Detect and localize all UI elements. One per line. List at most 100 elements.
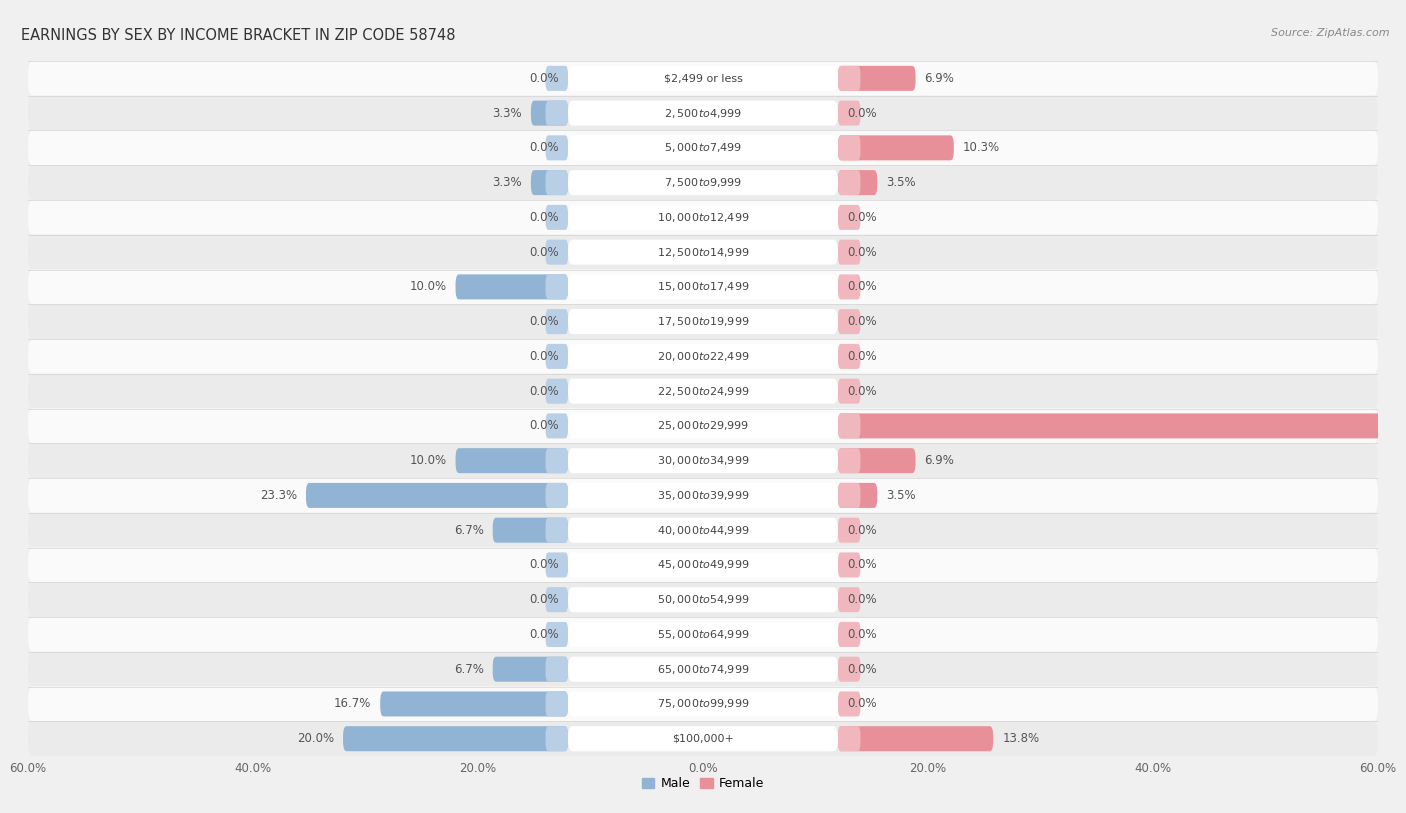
Text: 6.9%: 6.9%: [925, 72, 955, 85]
FancyBboxPatch shape: [28, 408, 1378, 443]
FancyBboxPatch shape: [838, 274, 860, 299]
Text: $65,000 to $74,999: $65,000 to $74,999: [657, 663, 749, 676]
FancyBboxPatch shape: [838, 344, 860, 369]
Text: $17,500 to $19,999: $17,500 to $19,999: [657, 315, 749, 328]
FancyBboxPatch shape: [568, 379, 838, 404]
FancyBboxPatch shape: [838, 622, 860, 647]
Text: 3.3%: 3.3%: [492, 107, 522, 120]
FancyBboxPatch shape: [568, 622, 838, 647]
FancyBboxPatch shape: [546, 413, 568, 438]
Text: 0.0%: 0.0%: [846, 107, 876, 120]
FancyBboxPatch shape: [546, 379, 568, 404]
Text: 0.0%: 0.0%: [846, 524, 876, 537]
FancyBboxPatch shape: [546, 552, 568, 577]
FancyBboxPatch shape: [838, 135, 860, 160]
FancyBboxPatch shape: [838, 552, 860, 577]
Text: 0.0%: 0.0%: [846, 628, 876, 641]
FancyBboxPatch shape: [546, 483, 568, 508]
FancyBboxPatch shape: [568, 448, 838, 473]
FancyBboxPatch shape: [28, 165, 1378, 200]
FancyBboxPatch shape: [343, 726, 568, 751]
FancyBboxPatch shape: [838, 448, 915, 473]
FancyBboxPatch shape: [28, 269, 1378, 304]
FancyBboxPatch shape: [546, 66, 568, 91]
FancyBboxPatch shape: [546, 309, 568, 334]
Text: 0.0%: 0.0%: [846, 593, 876, 606]
FancyBboxPatch shape: [546, 657, 568, 682]
FancyBboxPatch shape: [568, 66, 838, 91]
FancyBboxPatch shape: [456, 448, 568, 473]
FancyBboxPatch shape: [568, 587, 838, 612]
Text: 20.0%: 20.0%: [297, 733, 335, 746]
FancyBboxPatch shape: [546, 135, 568, 160]
FancyBboxPatch shape: [838, 587, 860, 612]
Text: 3.3%: 3.3%: [492, 176, 522, 189]
FancyBboxPatch shape: [568, 413, 838, 438]
Text: 0.0%: 0.0%: [530, 141, 560, 154]
FancyBboxPatch shape: [28, 130, 1378, 165]
Text: 10.3%: 10.3%: [963, 141, 1000, 154]
Text: $100,000+: $100,000+: [672, 733, 734, 744]
FancyBboxPatch shape: [568, 657, 838, 682]
Text: 0.0%: 0.0%: [530, 315, 560, 328]
FancyBboxPatch shape: [28, 374, 1378, 408]
FancyBboxPatch shape: [838, 66, 915, 91]
FancyBboxPatch shape: [838, 657, 860, 682]
Text: 0.0%: 0.0%: [530, 593, 560, 606]
Text: 0.0%: 0.0%: [846, 350, 876, 363]
FancyBboxPatch shape: [28, 721, 1378, 756]
FancyBboxPatch shape: [568, 101, 838, 126]
FancyBboxPatch shape: [546, 274, 568, 299]
FancyBboxPatch shape: [838, 413, 860, 438]
FancyBboxPatch shape: [568, 205, 838, 230]
FancyBboxPatch shape: [546, 726, 568, 751]
Text: $22,500 to $24,999: $22,500 to $24,999: [657, 385, 749, 398]
Text: 0.0%: 0.0%: [846, 246, 876, 259]
FancyBboxPatch shape: [838, 448, 860, 473]
FancyBboxPatch shape: [546, 587, 568, 612]
Text: 0.0%: 0.0%: [530, 246, 560, 259]
Text: 10.0%: 10.0%: [409, 454, 447, 467]
Text: $25,000 to $29,999: $25,000 to $29,999: [657, 420, 749, 433]
Text: 0.0%: 0.0%: [530, 211, 560, 224]
FancyBboxPatch shape: [838, 413, 1406, 438]
Text: Source: ZipAtlas.com: Source: ZipAtlas.com: [1271, 28, 1389, 38]
Text: 3.5%: 3.5%: [886, 176, 915, 189]
FancyBboxPatch shape: [838, 483, 877, 508]
Text: 6.7%: 6.7%: [454, 663, 484, 676]
FancyBboxPatch shape: [568, 274, 838, 299]
FancyBboxPatch shape: [838, 170, 877, 195]
FancyBboxPatch shape: [546, 622, 568, 647]
FancyBboxPatch shape: [838, 101, 860, 126]
Text: 0.0%: 0.0%: [846, 211, 876, 224]
FancyBboxPatch shape: [28, 652, 1378, 686]
FancyBboxPatch shape: [546, 518, 568, 543]
Text: 0.0%: 0.0%: [530, 72, 560, 85]
FancyBboxPatch shape: [838, 726, 860, 751]
FancyBboxPatch shape: [838, 726, 993, 751]
Text: 6.9%: 6.9%: [925, 454, 955, 467]
FancyBboxPatch shape: [28, 478, 1378, 513]
FancyBboxPatch shape: [531, 170, 568, 195]
Text: $5,000 to $7,499: $5,000 to $7,499: [664, 141, 742, 154]
FancyBboxPatch shape: [838, 66, 860, 91]
FancyBboxPatch shape: [28, 200, 1378, 235]
FancyBboxPatch shape: [546, 101, 568, 126]
FancyBboxPatch shape: [838, 379, 860, 404]
Text: $15,000 to $17,499: $15,000 to $17,499: [657, 280, 749, 293]
Text: 13.8%: 13.8%: [1002, 733, 1039, 746]
Text: 0.0%: 0.0%: [530, 385, 560, 398]
FancyBboxPatch shape: [531, 101, 568, 126]
Text: $7,500 to $9,999: $7,500 to $9,999: [664, 176, 742, 189]
FancyBboxPatch shape: [546, 240, 568, 265]
Text: 0.0%: 0.0%: [846, 385, 876, 398]
FancyBboxPatch shape: [492, 518, 568, 543]
FancyBboxPatch shape: [838, 483, 860, 508]
Text: $20,000 to $22,499: $20,000 to $22,499: [657, 350, 749, 363]
Text: 23.3%: 23.3%: [260, 489, 297, 502]
Text: 6.7%: 6.7%: [454, 524, 484, 537]
FancyBboxPatch shape: [568, 552, 838, 577]
Text: 0.0%: 0.0%: [846, 663, 876, 676]
FancyBboxPatch shape: [838, 691, 860, 716]
Text: 0.0%: 0.0%: [530, 628, 560, 641]
